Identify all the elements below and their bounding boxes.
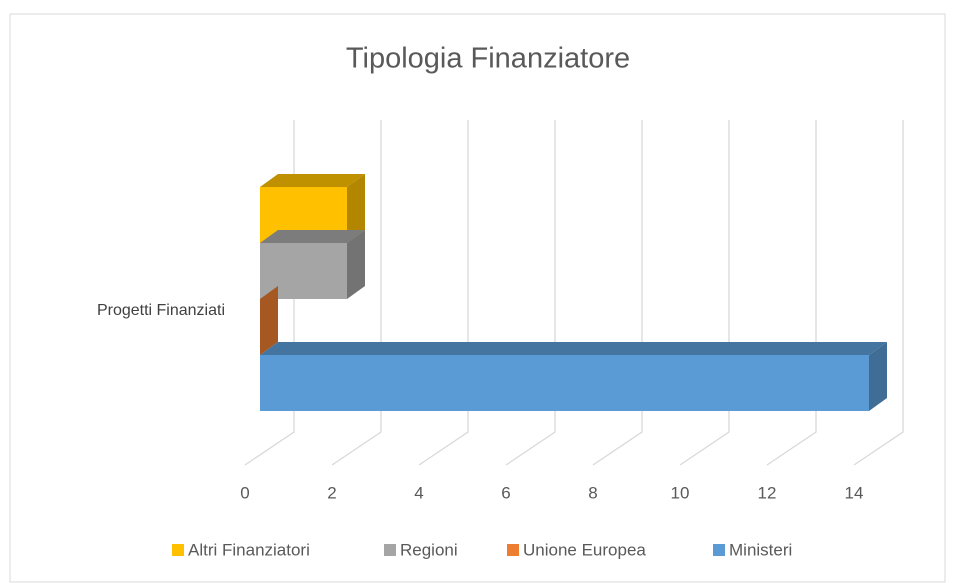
grid-line — [592, 120, 643, 466]
legend-swatch — [172, 544, 184, 556]
bar-side — [347, 174, 365, 243]
x-tick-label: 10 — [671, 483, 690, 502]
x-tick-label: 12 — [758, 483, 777, 502]
bar-top — [260, 174, 365, 187]
bar-top — [260, 342, 887, 355]
grid-line — [679, 120, 730, 466]
grid-line — [418, 120, 469, 466]
grid-line — [505, 120, 556, 466]
x-tick-label: 0 — [240, 483, 249, 502]
grid-line — [331, 120, 382, 466]
chart-frame — [9, 13, 946, 583]
legend-label: Ministeri — [729, 540, 792, 559]
legend-label: Unione Europea — [523, 540, 646, 559]
legend-label: Regioni — [400, 540, 458, 559]
grid-line — [766, 120, 817, 466]
bar-top — [260, 230, 365, 243]
x-tick-label: 14 — [845, 483, 864, 502]
x-tick-label: 8 — [588, 483, 597, 502]
grid-line — [853, 120, 904, 466]
bar-side — [347, 230, 365, 299]
y-tick-label: Progetti Finanziati — [97, 302, 225, 319]
chart-title: Tipologia Finanziatore — [346, 43, 630, 75]
x-tick-label: 6 — [501, 483, 510, 502]
x-tick-label: 4 — [414, 483, 423, 502]
bar-side — [869, 342, 887, 411]
legend-swatch — [713, 544, 725, 556]
bar-side — [260, 286, 278, 355]
legend-label: Altri Finanziatori — [188, 540, 310, 559]
legend-swatch — [507, 544, 519, 556]
bar — [260, 355, 869, 411]
legend-swatch — [384, 544, 396, 556]
x-tick-label: 2 — [327, 483, 336, 502]
